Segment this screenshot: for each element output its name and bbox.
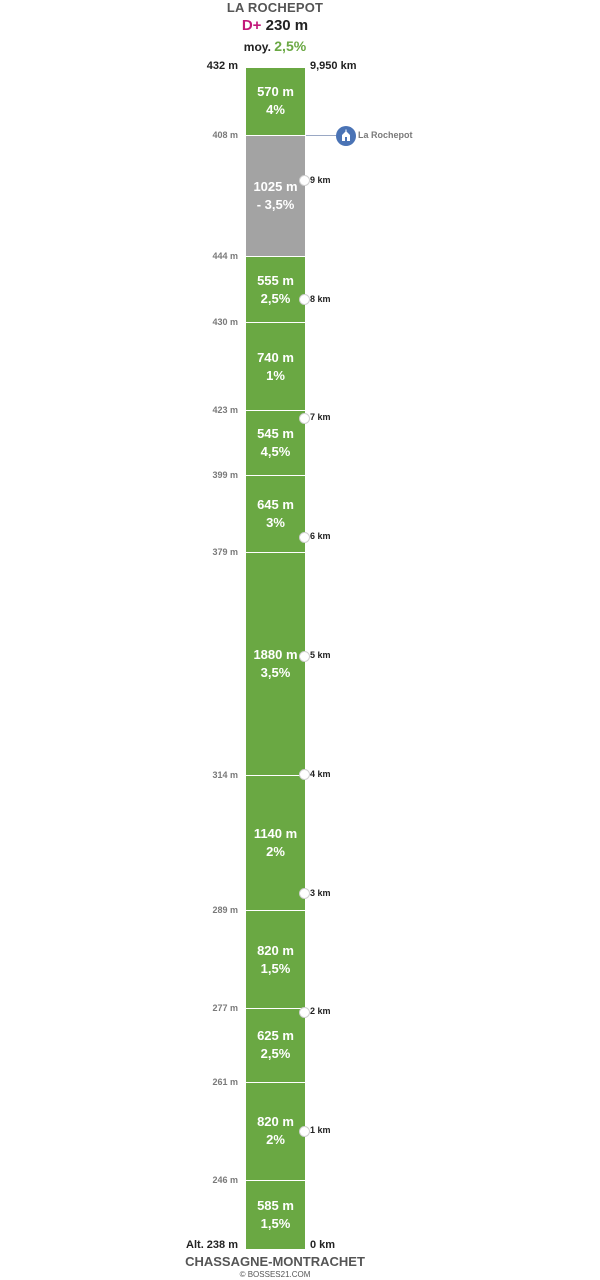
segment-length: 555 m — [257, 272, 294, 288]
segment-1: 570 m 4% — [246, 68, 305, 136]
km-notch — [299, 294, 310, 306]
segment-length: 1140 m — [253, 826, 298, 842]
segment-length: 1880 m — [253, 646, 298, 662]
km-marker-label: 5 km — [310, 650, 331, 661]
church-icon — [336, 126, 356, 146]
segment-3: 555 m 2,5% — [246, 257, 305, 324]
segment-length: 1025 m — [253, 179, 298, 195]
km-notch — [299, 1006, 310, 1018]
segment-9: 820 m 1,5% — [246, 911, 305, 1009]
segment-2: 1025 m - 3,5% — [246, 135, 305, 258]
segment-length: 740 m — [257, 349, 294, 365]
start-altitude-label: Alt. 238 m — [186, 1239, 238, 1251]
altitude-label: 277 m — [212, 1002, 238, 1013]
poi-connector-line — [306, 135, 336, 136]
segment-grade: 2% — [266, 1132, 285, 1148]
segment-8: 1140 m 2% — [246, 776, 305, 912]
segment-length: 645 m — [257, 496, 294, 512]
segment-grade: 3,5% — [260, 664, 291, 680]
km-notch — [299, 769, 310, 781]
copyright-text: © BOSSES21.COM — [239, 1270, 311, 1279]
segment-grade: 1,5% — [260, 960, 291, 976]
altitude-label: 261 m — [212, 1077, 238, 1088]
segment-grade: - 3,5% — [256, 197, 295, 213]
segment-grade: 3% — [266, 514, 285, 530]
segment-length: 625 m — [257, 1028, 294, 1044]
altitude-label: 444 m — [212, 251, 238, 262]
segment-5: 545 m 4,5% — [246, 411, 305, 477]
altitude-label: 289 m — [212, 905, 238, 916]
altitude-label: 314 m — [212, 770, 238, 780]
segment-10: 625 m 2,5% — [246, 1008, 305, 1084]
altitude-label: 408 m — [212, 129, 238, 140]
km-marker-label: 2 km — [310, 1006, 331, 1017]
km-notch — [299, 1125, 310, 1137]
segment-grade: 2,5% — [260, 1046, 291, 1062]
summit-name: LA ROCHEPOT — [226, 0, 324, 15]
segment-length: 545 m — [257, 426, 294, 442]
km-marker-label: 7 km — [310, 412, 331, 423]
segment-grade: 1% — [266, 367, 285, 383]
segment-grade: 4% — [266, 102, 285, 118]
average-grade-prefix: moy. — [243, 40, 271, 54]
km-notch — [299, 531, 310, 543]
elevation-gain-prefix: D+ — [241, 17, 262, 34]
top-distance-label: 9,950 km — [310, 60, 357, 72]
segment-11: 820 m 2% — [246, 1083, 305, 1181]
average-grade: moy. 2,5% — [0, 38, 550, 54]
km-notch — [299, 412, 310, 424]
elevation-gain: D+ 230 m — [0, 17, 550, 34]
km-marker-label: 3 km — [310, 887, 331, 898]
average-grade-value: 2,5% — [274, 38, 307, 54]
km-marker-label: 1 km — [310, 1125, 331, 1136]
segment-length: 820 m — [257, 942, 294, 958]
segment-length: 585 m — [257, 1197, 294, 1213]
segment-grade: 1,5% — [260, 1215, 291, 1231]
segment-6: 645 m 3% — [246, 476, 305, 553]
segment-grade: 2,5% — [260, 290, 291, 306]
start-distance-label: 0 km — [310, 1239, 336, 1251]
top-altitude-label: 432 m — [206, 60, 238, 72]
segment-length: 570 m — [257, 84, 294, 100]
altitude-label: 379 m — [212, 546, 238, 557]
segment-12: 585 m 1,5% — [246, 1180, 305, 1250]
segment-length: 820 m — [257, 1114, 294, 1130]
segment-grade: 2% — [266, 844, 285, 860]
km-marker-label: 9 km — [310, 174, 331, 185]
poi-label: La Rochepot — [358, 130, 413, 140]
km-notch — [299, 888, 310, 900]
km-marker-label: 8 km — [310, 293, 331, 304]
km-marker-label: 4 km — [310, 768, 331, 779]
altitude-label: 423 m — [212, 405, 238, 416]
km-notch — [299, 175, 310, 187]
elevation-gain-value: 230 m — [265, 17, 309, 34]
segment-column: 570 m 4% 1025 m - 3,5% 555 m 2,5% 740 m 1% 545 m… — [246, 68, 305, 1250]
km-marker-label: 6 km — [310, 531, 331, 542]
start-location-name: CHASSAGNE-MONTRACHET — [185, 1254, 365, 1269]
altitude-label: 430 m — [212, 317, 238, 328]
segment-7: 1880 m 3,5% — [246, 552, 305, 776]
segment-4: 740 m 1% — [246, 323, 305, 412]
segment-grade: 4,5% — [260, 444, 291, 460]
altitude-label: 399 m — [212, 470, 238, 481]
km-notch — [299, 650, 310, 662]
altitude-label: 246 m — [212, 1174, 238, 1185]
